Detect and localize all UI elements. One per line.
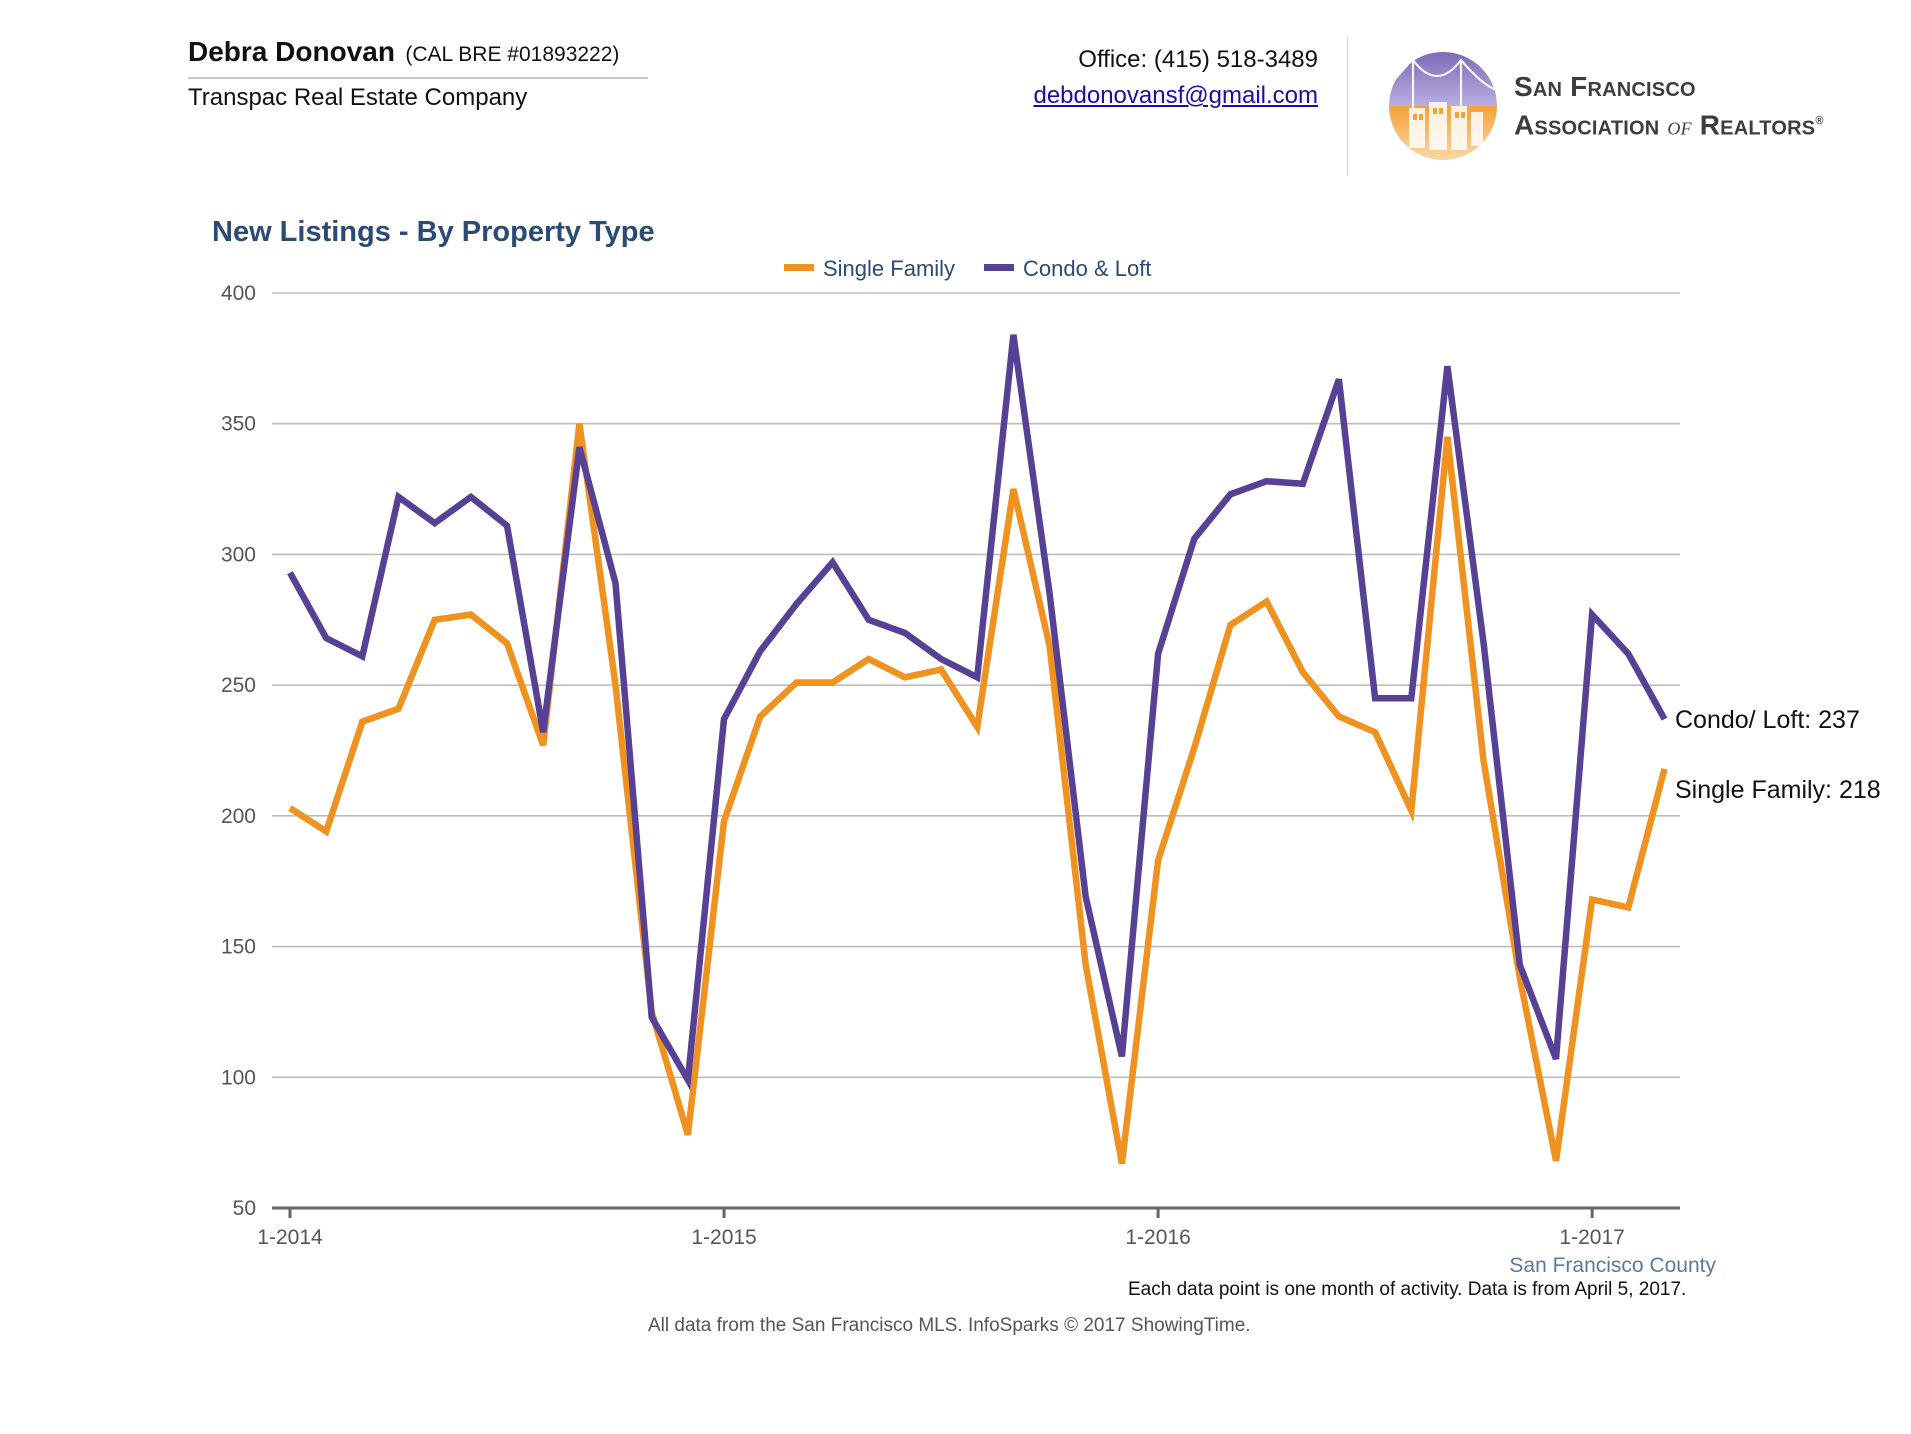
contact-block: Office: (415) 518-3489 debdonovansf@gmai… — [1033, 42, 1318, 114]
registered-mark: ® — [1815, 115, 1824, 127]
x-tick-label-0: 1-2014 — [257, 1226, 323, 1249]
logo-line-2: Association of Realtors® — [1514, 104, 1824, 144]
gridlines — [272, 292, 1680, 1079]
y-tick-label-100: 100 — [221, 1066, 256, 1089]
end-label-single-family: Single Family: 218 — [1675, 776, 1881, 804]
legend-swatch-single-family — [784, 264, 814, 271]
y-axis: 50 100 150 200 250 300 350 400 — [221, 282, 256, 1220]
region-label: San Francisco County — [1509, 1254, 1716, 1277]
y-tick-label-200: 200 — [221, 805, 256, 828]
logo-word-realtors: Realtors — [1699, 109, 1816, 141]
source-note: All data from the San Francisco MLS. Inf… — [648, 1315, 1251, 1336]
header-divider — [1347, 36, 1348, 176]
y-tick-label-150: 150 — [221, 936, 256, 959]
agent-license: (CAL BRE #01893222) — [405, 43, 620, 66]
y-tick-label-300: 300 — [221, 543, 256, 566]
association-logo — [1388, 52, 1498, 160]
chart-title: New Listings - By Property Type — [212, 216, 655, 248]
agent-divider — [188, 77, 648, 79]
y-tick-label-350: 350 — [221, 413, 256, 436]
legend-label-condo-loft: Condo & Loft — [1023, 256, 1151, 281]
data-note: Each data point is one month of activity… — [1128, 1279, 1687, 1300]
agent-company: Transpac Real Estate Company — [188, 84, 528, 111]
x-tick-label-1: 1-2015 — [691, 1226, 756, 1249]
office-phone: Office: (415) 518-3489 — [1078, 46, 1318, 73]
logo-word-of: of — [1667, 113, 1692, 141]
x-tick-label-2: 1-2016 — [1125, 1226, 1190, 1249]
end-labels: Condo/ Loft: 237 Single Family: 218 — [1675, 706, 1881, 804]
series-line-single-family — [288, 423, 1668, 1165]
chart-legend: Single Family Condo & Loft — [784, 256, 1151, 281]
logo-word-association: Association — [1514, 109, 1660, 141]
series-lines — [287, 334, 1668, 1165]
agent-header: Debra Donovan (CAL BRE #01893222) — [188, 36, 619, 68]
y-tick-label-250: 250 — [221, 674, 256, 697]
series-line-condo-loft — [287, 334, 1668, 1091]
x-axis: 1-2014 1-2015 1-2016 1-2017 — [257, 1206, 1680, 1249]
y-tick-label-400: 400 — [221, 282, 256, 305]
association-name: San Francisco Association of Realtors® — [1514, 70, 1824, 144]
legend-swatch-condo-loft — [984, 264, 1014, 271]
x-tick-label-3: 1-2017 — [1559, 1226, 1624, 1249]
logo-line-1: San Francisco — [1514, 71, 1696, 102]
legend-label-single-family: Single Family — [823, 256, 955, 281]
y-tick-label-50: 50 — [233, 1197, 256, 1220]
agent-name: Debra Donovan — [188, 36, 395, 67]
end-label-condo-loft: Condo/ Loft: 237 — [1675, 706, 1860, 734]
email-link[interactable]: debdonovansf@gmail.com — [1033, 82, 1318, 109]
